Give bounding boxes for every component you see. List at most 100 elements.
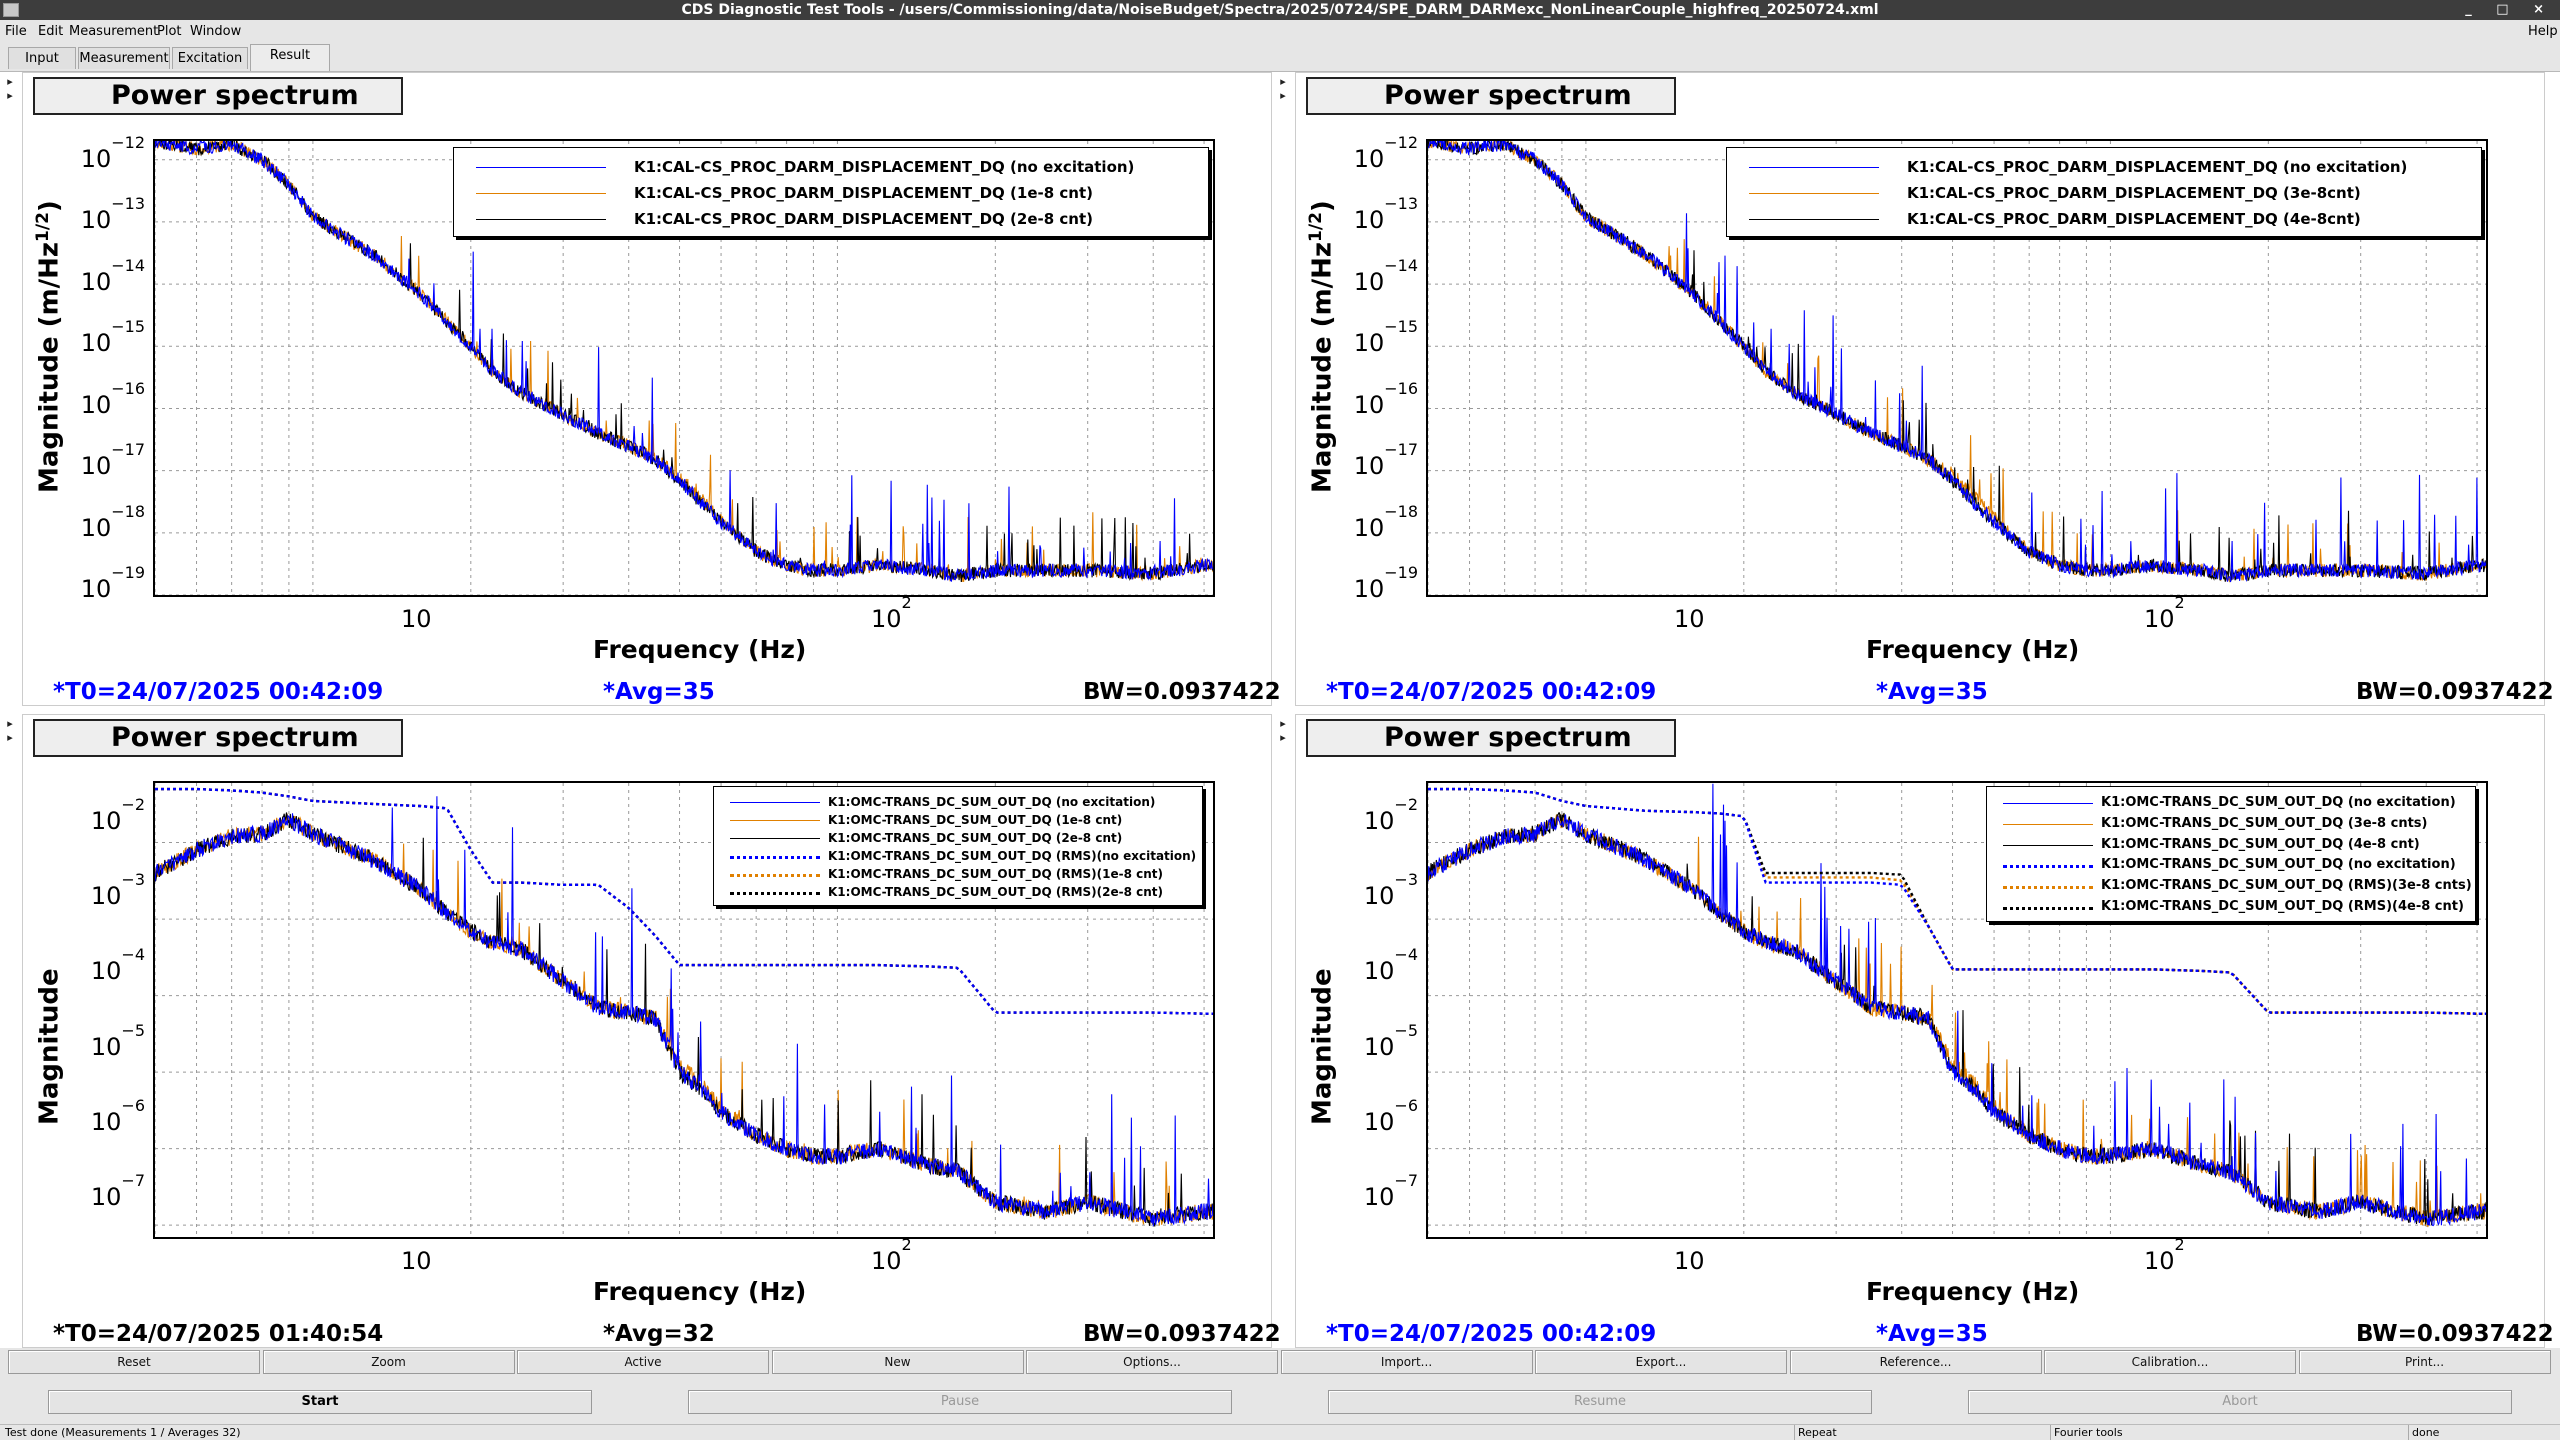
y-tick-base: 10 [1353, 452, 1385, 481]
y-tick-base: 10 [1363, 1032, 1395, 1061]
pad-expand-arrow[interactable]: ▸ [1280, 89, 1286, 102]
y-tick-exp: −14 [111, 255, 145, 275]
pad-collapse-arrow[interactable]: ▸ [7, 75, 13, 88]
toolbar-button-print[interactable]: Print... [2298, 1350, 2551, 1374]
plot-pad-2[interactable]: ▸ ▸ Power spectrum 10−12 10−13 10−14 10−15 10−1… [1280, 72, 2554, 706]
y-tick-label: 10−2 [91, 795, 145, 835]
legend-swatch [476, 219, 606, 220]
y-tick-exp: −19 [111, 563, 145, 582]
t0-stat: *T0=24/07/2025 01:40:54 [53, 1321, 384, 1347]
legend-label: K1:OMC-TRANS_DC_SUM_OUT_DQ (RMS)(no exci… [828, 848, 1197, 863]
control-toolbar: Start Pause Resume Abort [0, 1384, 2560, 1424]
y-tick-label: 10−7 [90, 1171, 145, 1211]
toolbar-button-active[interactable]: Active [517, 1350, 769, 1374]
x-tick-base: 10 [2144, 1247, 2175, 1275]
y-tick-exp: −18 [1384, 501, 1418, 521]
y-tick-exp: −5 [1394, 1020, 1418, 1040]
menu-help[interactable]: Help [2528, 24, 2558, 39]
toolbar-button-reference[interactable]: Reference... [1789, 1350, 2042, 1374]
plot-legend[interactable]: K1:OMC-TRANS_DC_SUM_OUT_DQ (no excitatio… [713, 786, 1203, 906]
pad-collapse-arrow[interactable]: ▸ [7, 717, 13, 730]
y-tick-label: 10−7 [1364, 1171, 1418, 1211]
pad-collapse-arrow[interactable]: ▸ [1280, 75, 1286, 88]
bw-stat: BW=0.0937422 [2356, 1321, 2554, 1347]
series-line [1428, 141, 2486, 583]
legend-label: K1:CAL-CS_PROC_DARM_DISPLACEMENT_DQ (1e-… [634, 183, 1093, 202]
control-button-pause[interactable]: Pause [688, 1390, 1232, 1414]
y-tick-base: 10 [80, 267, 112, 296]
plot-legend[interactable]: K1:OMC-TRANS_DC_SUM_OUT_DQ (no excitatio… [1986, 786, 2476, 922]
control-button-start[interactable]: Start [48, 1390, 592, 1414]
tab-bar: Input Measurement Excitation Result [0, 44, 2560, 72]
y-tick-exp: −13 [111, 194, 145, 214]
menu-file[interactable]: File [5, 24, 27, 39]
toolbar-button-new[interactable]: New [771, 1350, 1024, 1374]
legend-entry: K1:OMC-TRANS_DC_SUM_OUT_DQ (4e-8 cnt) [1987, 834, 2475, 855]
y-tick-label: 10−16 [81, 379, 145, 419]
legend-entry: K1:OMC-TRANS_DC_SUM_OUT_DQ (2e-8 cnt) [714, 829, 1202, 847]
pad-collapse-arrow[interactable]: ▸ [1280, 717, 1286, 730]
legend-swatch [2003, 906, 2093, 910]
legend-label: K1:CAL-CS_PROC_DARM_DISPLACEMENT_DQ (no … [1907, 157, 2408, 176]
y-label-sup: 1/2 [1306, 212, 1326, 242]
spectrum-svg [1428, 141, 2486, 595]
toolbar-button-options[interactable]: Options... [1026, 1350, 1278, 1374]
tab-result[interactable]: Result [250, 44, 330, 71]
y-tick-base: 10 [90, 1183, 122, 1211]
menu-edit[interactable]: Edit [38, 24, 64, 39]
pad-expand-arrow[interactable]: ▸ [7, 731, 13, 744]
plot-toolbar: Reset Zoom Active New Options... Import... Exp… [0, 1348, 2560, 1376]
plot-title: Power spectrum [33, 77, 403, 115]
y-tick-label: 10−13 [1354, 194, 1418, 234]
x-tick-label: 102 [871, 1235, 912, 1275]
plot-legend[interactable]: K1:CAL-CS_PROC_DARM_DISPLACEMENT_DQ (no … [1726, 147, 2482, 237]
control-button-abort[interactable]: Abort [1968, 1390, 2512, 1414]
y-tick-exp: −7 [1394, 1171, 1418, 1190]
y-tick-base: 10 [90, 1107, 122, 1136]
x-axis-label: Frequency (Hz) [1866, 635, 2080, 664]
plot-title: Power spectrum [1306, 77, 1676, 115]
tab-excitation[interactable]: Excitation [172, 47, 248, 69]
control-button-resume[interactable]: Resume [1328, 1390, 1872, 1414]
plot-legend[interactable]: K1:CAL-CS_PROC_DARM_DISPLACEMENT_DQ (no … [453, 147, 1209, 237]
legend-label: K1:CAL-CS_PROC_DARM_DISPLACEMENT_DQ (2e-… [634, 209, 1093, 228]
legend-swatch [730, 892, 820, 895]
pad-expand-arrow[interactable]: ▸ [7, 89, 13, 102]
bw-stat: BW=0.0937422 [2356, 679, 2554, 705]
y-label-end: ) [34, 200, 65, 213]
y-tick-label: 10−14 [80, 256, 145, 296]
menu-measurement[interactable]: Measurement [69, 24, 159, 39]
y-tick-base: 10 [1363, 1107, 1395, 1136]
toolbar-button-reset[interactable]: Reset [8, 1350, 260, 1374]
toolbar-button-zoom[interactable]: Zoom [262, 1350, 515, 1374]
y-tick-label: 10−15 [81, 317, 145, 357]
y-tick-label: 10−14 [1354, 256, 1418, 296]
x-tick-base: 10 [1674, 605, 1705, 633]
menu-plot[interactable]: Plot [157, 24, 182, 39]
plot-pad-4[interactable]: ▸ ▸ Power spectrum 10−2 10−3 10−4 10−5 10−6 10−7… [1280, 714, 2554, 1348]
avg-stat: *Avg=32 [603, 1321, 715, 1347]
toolbar-button-import[interactable]: Import... [1280, 1350, 1533, 1374]
series-line [155, 141, 1213, 582]
tab-input[interactable]: Input [8, 47, 76, 69]
pad-expand-arrow[interactable]: ▸ [1280, 731, 1286, 744]
legend-label: K1:OMC-TRANS_DC_SUM_OUT_DQ (RMS)(2e-8 cn… [828, 884, 1164, 899]
toolbar-button-export[interactable]: Export... [1535, 1350, 1787, 1374]
y-tick-exp: −14 [1384, 255, 1418, 275]
toolbar-button-calibration[interactable]: Calibration... [2044, 1350, 2296, 1374]
tab-measurement[interactable]: Measurement [78, 47, 170, 69]
y-tick-label: 10−15 [1354, 317, 1418, 357]
window-controls[interactable]: _ □ × [2465, 2, 2554, 17]
grid [155, 141, 1213, 595]
legend-entry: K1:OMC-TRANS_DC_SUM_OUT_DQ (RMS)(2e-8 cn… [714, 883, 1202, 901]
legend-swatch [2003, 803, 2093, 805]
app-icon [3, 3, 19, 17]
plot-pad-3[interactable]: ▸ ▸ Power spectrum 10−2 10−3 10−4 10−5 10−6 10−7… [7, 714, 1281, 1348]
plot-pad-1[interactable]: ▸ ▸ Power spectrum 10−12 10−13 10−14 10−15 10−1… [7, 72, 1281, 706]
bw-stat: BW=0.0937422 [1083, 679, 1281, 705]
x-tick-base: 10 [1674, 1247, 1705, 1275]
plot-title: Power spectrum [1306, 719, 1676, 757]
menu-window[interactable]: Window [190, 24, 242, 39]
plot-axes[interactable] [1426, 781, 2488, 1239]
y-tick-label: 10−19 [1354, 563, 1418, 603]
